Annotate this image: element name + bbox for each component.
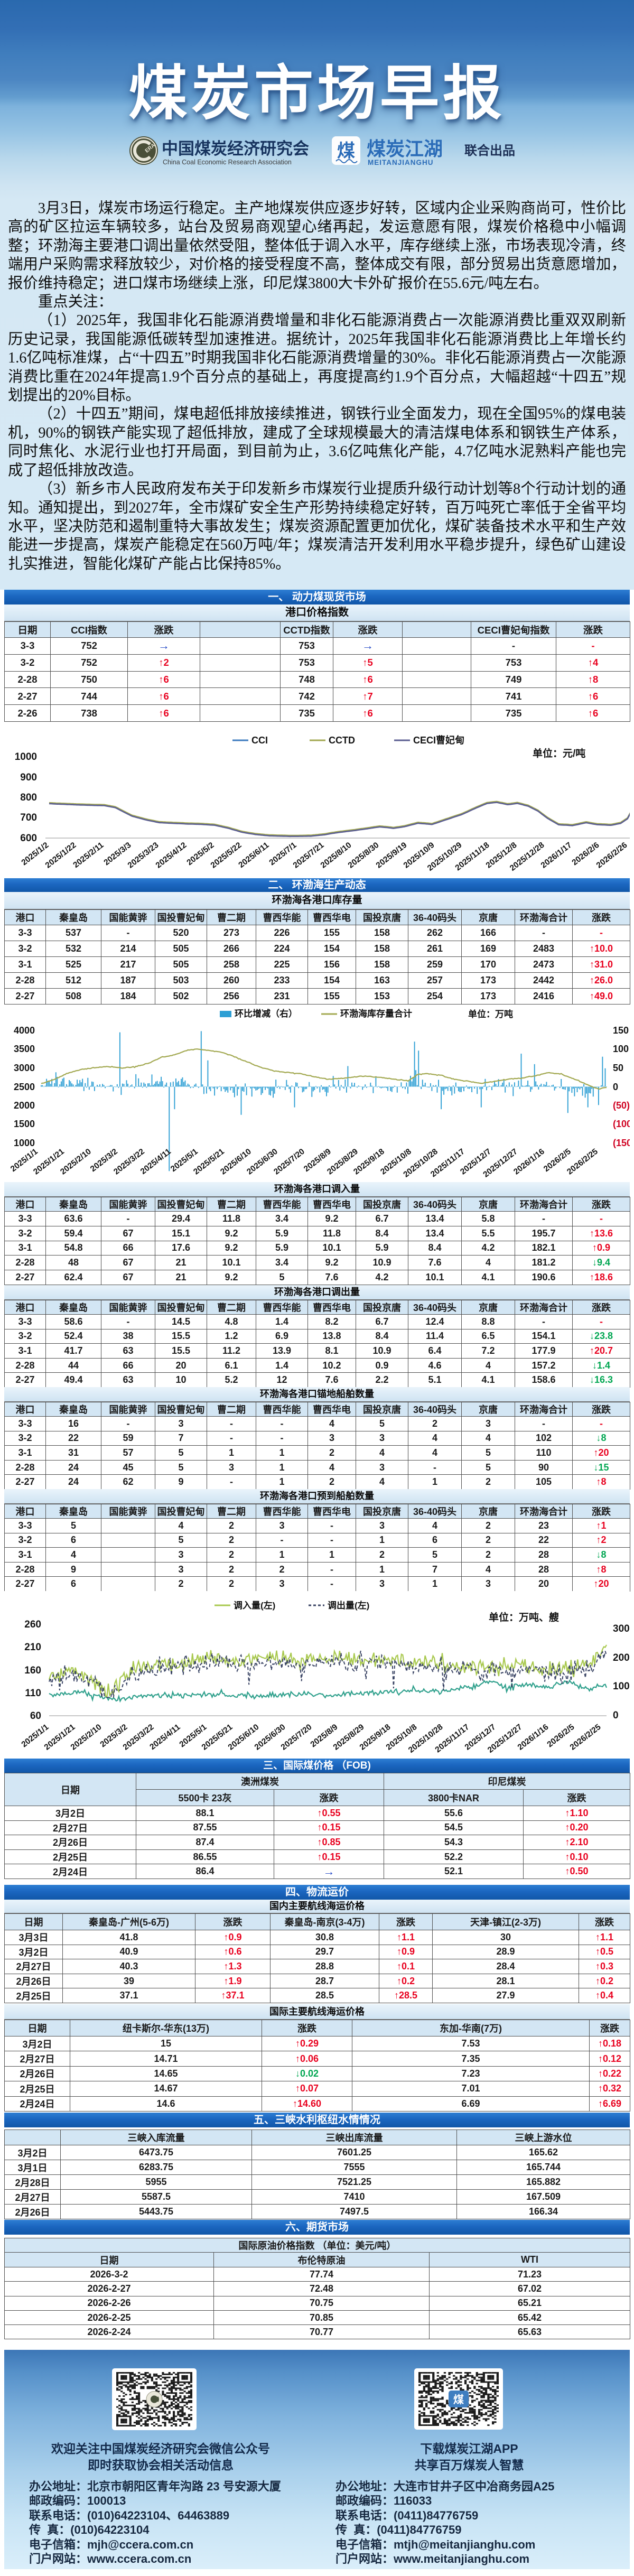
svg-text:2025/3/23: 2025/3/23 [126,841,161,870]
svg-text:300: 300 [613,1623,630,1634]
svg-text:煤炭江湖: 煤炭江湖 [367,138,443,160]
svg-text:4000: 4000 [14,1025,35,1036]
svg-text:160: 160 [24,1665,41,1676]
svg-text:中国煤炭经济研究会: 中国煤炭经济研究会 [162,140,309,158]
svg-text:2025/5/22: 2025/5/22 [209,841,244,870]
svg-text:2026/1/16: 2026/1/16 [512,1147,546,1176]
svg-text:1500: 1500 [14,1119,35,1129]
svg-text:煤: 煤 [453,2394,464,2406]
svg-text:0: 0 [613,1082,618,1092]
svg-text:CCTD: CCTD [329,735,355,746]
svg-text:150: 150 [613,1025,629,1036]
svg-text:China Coal Economic Research A: China Coal Economic Research Association [163,159,292,166]
svg-text:煤: 煤 [337,141,355,161]
svg-text:60: 60 [30,1710,41,1722]
svg-text:CECI曹妃甸: CECI曹妃甸 [413,734,464,746]
svg-text:2025/1/22: 2025/1/22 [44,841,78,870]
svg-text:(100): (100) [613,1119,630,1129]
svg-text:50: 50 [613,1063,623,1073]
svg-text:调入量(左): 调入量(左) [234,1600,275,1611]
svg-text:0: 0 [613,1710,619,1721]
svg-text:110: 110 [25,1688,41,1699]
svg-text:2025/8/30: 2025/8/30 [347,841,381,870]
svg-text:100: 100 [613,1044,629,1054]
svg-text:3000: 3000 [14,1063,35,1073]
svg-text:2025/6/11: 2025/6/11 [237,841,271,870]
svg-text:单位：元/吨: 单位：元/吨 [533,747,585,759]
svg-text:2025/4/12: 2025/4/12 [154,841,189,870]
svg-text:100: 100 [613,1681,630,1692]
svg-text:2026/2/25: 2026/2/25 [565,1147,600,1176]
svg-text:CCI: CCI [251,735,268,746]
svg-text:单位：万吨: 单位：万吨 [468,1009,513,1019]
svg-text:(150): (150) [613,1138,630,1148]
svg-text:1000: 1000 [15,751,37,762]
svg-text:调出量(左): 调出量(左) [328,1600,369,1611]
svg-text:900: 900 [20,772,37,783]
svg-text:环渤海库存量合计: 环渤海库存量合计 [340,1008,412,1019]
svg-text:单位：万吨、艘: 单位：万吨、艘 [489,1611,560,1623]
svg-text:1000: 1000 [14,1138,35,1148]
svg-text:MEITANJIANGHU: MEITANJIANGHU [368,159,434,166]
svg-text:700: 700 [20,812,37,823]
svg-text:联合出品: 联合出品 [464,143,515,158]
svg-text:210: 210 [24,1642,41,1653]
svg-text:800: 800 [20,792,37,803]
svg-text:200: 200 [613,1652,630,1663]
svg-text:2026/1/17: 2026/1/17 [539,841,574,870]
svg-text:2025/2/11: 2025/2/11 [71,841,105,870]
svg-text:600: 600 [20,833,37,844]
svg-text:3500: 3500 [14,1044,35,1054]
svg-text:2026/2/26: 2026/2/26 [595,841,629,870]
svg-text:2000: 2000 [14,1100,35,1111]
svg-text:环比增减（右）: 环比增减（右） [235,1008,297,1019]
svg-text:2500: 2500 [14,1082,35,1092]
svg-text:260: 260 [24,1619,41,1630]
svg-text:(50): (50) [613,1100,630,1111]
